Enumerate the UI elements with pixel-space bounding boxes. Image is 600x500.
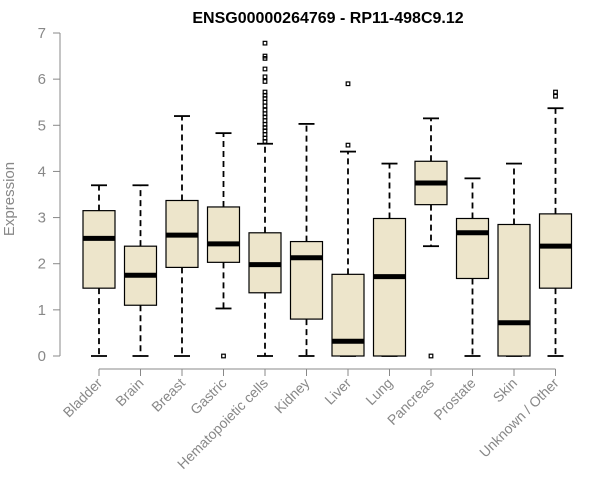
outlier-point bbox=[262, 111, 268, 117]
box-series-6 bbox=[331, 81, 365, 357]
outlier-point bbox=[221, 353, 226, 359]
y-axis-label: Expression bbox=[1, 162, 18, 236]
iqr-box bbox=[82, 210, 116, 289]
x-tick-label: Lung bbox=[362, 375, 395, 408]
outlier-point bbox=[262, 135, 268, 141]
outlier-point bbox=[553, 93, 558, 99]
x-tick-label: Liver bbox=[321, 375, 354, 408]
box-series-3 bbox=[206, 132, 241, 359]
outlier-point bbox=[262, 121, 268, 127]
iqr-box bbox=[538, 213, 573, 289]
y-tick-label: 3 bbox=[38, 210, 46, 227]
boxes-group bbox=[82, 40, 573, 359]
x-tick-label: Prostate bbox=[430, 375, 478, 423]
y-tick-label: 5 bbox=[38, 117, 46, 134]
x-tick-label: Unknown / Other bbox=[476, 375, 562, 461]
outlier-point bbox=[262, 132, 268, 137]
outlier-point bbox=[262, 89, 268, 95]
y-tick-label: 6 bbox=[38, 71, 46, 88]
box-series-1 bbox=[123, 184, 158, 357]
y-tick-label: 0 bbox=[38, 348, 46, 365]
x-tick-label: Brain bbox=[112, 375, 146, 409]
x-tick-label: Breast bbox=[148, 375, 188, 415]
box-series-11 bbox=[538, 89, 573, 357]
outlier-point bbox=[345, 81, 351, 87]
outlier-point bbox=[262, 66, 268, 72]
box-series-8 bbox=[414, 117, 448, 359]
chart-title: ENSG00000264769 - RP11-498C9.12 bbox=[192, 10, 463, 27]
outlier-point bbox=[262, 74, 268, 80]
box-series-9 bbox=[455, 177, 490, 357]
y-tick-label: 4 bbox=[38, 163, 46, 180]
outlier-point bbox=[345, 142, 351, 148]
outlier-point bbox=[262, 99, 268, 105]
box-series-7 bbox=[372, 162, 407, 357]
y-tick-label: 1 bbox=[38, 302, 46, 319]
outlier-point bbox=[262, 53, 268, 59]
box-series-10 bbox=[497, 162, 531, 357]
iqr-box bbox=[497, 223, 531, 357]
box-series-5 bbox=[289, 123, 324, 357]
outlier-point bbox=[262, 40, 268, 46]
iqr-box bbox=[331, 273, 365, 357]
y-axis: 0 1 2 3 4 5 6 7 bbox=[38, 25, 61, 365]
iqr-box bbox=[372, 217, 407, 357]
box-series-4 bbox=[248, 40, 282, 357]
outlier-point bbox=[553, 89, 558, 95]
iqr-box bbox=[206, 206, 241, 263]
outlier-point bbox=[428, 353, 434, 359]
outlier-point bbox=[262, 107, 268, 113]
y-tick-label: 7 bbox=[38, 25, 46, 42]
outlier-point bbox=[262, 103, 268, 109]
y-tick-label: 2 bbox=[38, 256, 46, 273]
box-series-0 bbox=[82, 184, 116, 357]
iqr-box bbox=[455, 217, 490, 280]
x-tick-label: Skin bbox=[490, 375, 521, 406]
box-series-2 bbox=[165, 115, 199, 357]
outlier-point bbox=[262, 79, 268, 84]
outlier-point bbox=[262, 118, 268, 124]
x-tick-label: Kidney bbox=[271, 375, 313, 417]
iqr-box bbox=[289, 240, 324, 320]
x-tick-label: Bladder bbox=[60, 375, 106, 421]
